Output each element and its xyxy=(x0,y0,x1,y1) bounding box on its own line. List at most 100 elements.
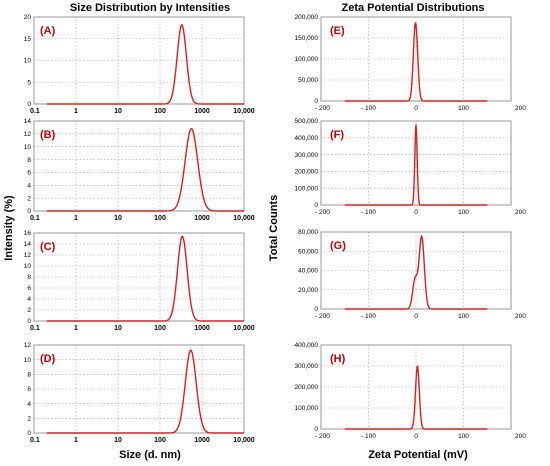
x-tick-label: 200 xyxy=(515,209,526,216)
y-tick-label: 5 xyxy=(27,79,31,86)
left-x-axis-title: Size (d. nm) xyxy=(119,449,181,461)
distribution-curve xyxy=(46,127,244,212)
chart-panel-c: 0 2 4 6 8 10 12 14 16 0.1 1 10 100 1000 10,000 (C) xyxy=(24,230,255,332)
y-tick-label: 400,000 xyxy=(295,135,319,142)
y-tick-label: 300,000 xyxy=(295,152,319,159)
panel-label: (H) xyxy=(330,353,346,365)
y-tick-label: 0 xyxy=(27,430,31,437)
x-tick-label: 10,000 xyxy=(233,215,255,222)
panel-label: (F) xyxy=(330,129,344,141)
panel-label: (A) xyxy=(40,25,56,37)
distribution-curve xyxy=(344,364,488,430)
y-tick-label: 10 xyxy=(24,263,32,270)
x-tick-label: 100 xyxy=(458,105,469,112)
y-tick-label: 0 xyxy=(314,202,318,209)
distribution-curve xyxy=(46,349,244,434)
y-tick-label: 50,000 xyxy=(298,77,318,84)
x-tick-label: 1 xyxy=(74,437,78,444)
y-tick-label: 0 xyxy=(27,318,31,325)
y-tick-label: 0 xyxy=(27,101,31,108)
x-tick-label: - 100 xyxy=(361,433,376,440)
y-tick-label: 500,000 xyxy=(295,118,319,125)
x-tick-label: 10,000 xyxy=(233,437,255,444)
y-tick-label: 4 xyxy=(27,182,31,189)
x-tick-label: 1 xyxy=(74,215,78,222)
y-tick-label: 14 xyxy=(24,241,32,248)
y-tick-label: 6 xyxy=(27,170,31,177)
y-tick-label: 100,000 xyxy=(295,185,319,192)
x-tick-label: - 200 xyxy=(315,105,330,112)
y-tick-label: 8 xyxy=(27,157,31,164)
x-tick-label: 0 xyxy=(414,105,418,112)
chart-panel-g: 0 20,000 40,000 60,000 80,000 - 200 - 100 0 100 2… xyxy=(298,229,526,320)
panel-label: (B) xyxy=(40,129,56,141)
x-tick-label: 10 xyxy=(114,325,122,332)
y-tick-label: 6 xyxy=(27,386,31,393)
y-tick-label: 400,000 xyxy=(295,342,319,349)
plot-frame xyxy=(33,120,245,212)
distribution-curve xyxy=(344,124,488,206)
x-tick-label: 1 xyxy=(74,325,78,332)
y-tick-label: 20 xyxy=(24,14,32,21)
x-tick-label: 1000 xyxy=(194,437,210,444)
y-tick-label: 12 xyxy=(24,342,32,349)
x-tick-label: 1 xyxy=(74,108,78,115)
left-y-axis-title: Intensity (%) xyxy=(3,195,15,261)
chart-panel-f: 0 100,000 200,000 300,000 400,000 500,000 - 20… xyxy=(295,118,527,216)
x-tick-label: 0 xyxy=(414,209,418,216)
distribution-curve xyxy=(344,234,488,310)
y-tick-label: 200,000 xyxy=(295,384,319,391)
x-tick-label: - 200 xyxy=(315,209,330,216)
distribution-curve xyxy=(344,22,488,102)
x-tick-label: 100 xyxy=(458,433,469,440)
y-tick-label: 10 xyxy=(24,58,32,65)
y-tick-label: 0 xyxy=(27,208,31,215)
y-tick-label: 200,000 xyxy=(295,14,319,21)
y-tick-label: 100,000 xyxy=(295,405,319,412)
plot-frame xyxy=(320,344,512,430)
y-tick-label: 4 xyxy=(27,296,31,303)
y-tick-label: 200,000 xyxy=(295,169,319,176)
y-tick-label: 15 xyxy=(24,36,32,43)
y-tick-label: 2 xyxy=(27,416,31,423)
plot-frame xyxy=(320,231,512,310)
x-tick-label: 200 xyxy=(515,433,526,440)
y-tick-label: 8 xyxy=(27,274,31,281)
y-tick-label: 10 xyxy=(24,357,32,364)
chart-panel-a: 0 5 10 15 20 0.1 1 10 100 1000 10,000 (A) xyxy=(24,14,255,115)
x-tick-label: 1000 xyxy=(194,108,210,115)
x-tick-label: 100 xyxy=(458,209,469,216)
x-tick-label: - 100 xyxy=(361,209,376,216)
x-tick-label: 1000 xyxy=(194,325,210,332)
panel-label: (C) xyxy=(40,241,56,253)
right-title: Zeta Potential Distributions xyxy=(341,2,484,14)
x-tick-label: 0.1 xyxy=(30,437,40,444)
y-tick-label: 6 xyxy=(27,285,31,292)
x-tick-label: 0 xyxy=(414,313,418,320)
y-tick-label: 12 xyxy=(24,131,32,138)
panel-label: (D) xyxy=(40,353,56,365)
x-tick-label: 0 xyxy=(414,433,418,440)
right-x-axis-title: Zeta Potential (mV) xyxy=(368,449,468,461)
panel-label: (G) xyxy=(330,240,346,252)
x-tick-label: 100 xyxy=(154,437,166,444)
x-tick-label: 1000 xyxy=(194,215,210,222)
x-tick-label: 200 xyxy=(515,313,526,320)
distribution-curve xyxy=(46,235,244,322)
x-tick-label: 100 xyxy=(154,215,166,222)
x-tick-label: 10 xyxy=(114,215,122,222)
plot-frame xyxy=(320,120,512,206)
x-tick-label: 100 xyxy=(154,108,166,115)
y-tick-label: 16 xyxy=(24,230,32,237)
y-tick-label: 300,000 xyxy=(295,363,319,370)
x-tick-label: 10,000 xyxy=(233,108,255,115)
plot-frame xyxy=(320,16,512,102)
x-tick-label: 10 xyxy=(114,108,122,115)
y-tick-label: 2 xyxy=(27,195,31,202)
y-tick-label: 0 xyxy=(314,98,318,105)
x-tick-label: 0.1 xyxy=(30,108,40,115)
y-tick-label: 0 xyxy=(314,306,318,313)
panel-label: (E) xyxy=(330,25,345,37)
